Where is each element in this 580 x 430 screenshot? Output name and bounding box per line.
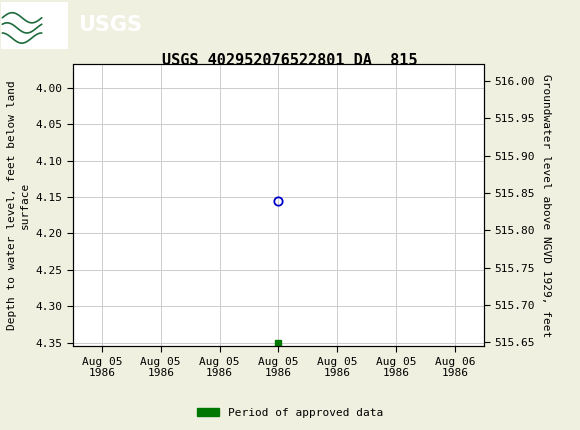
Text: USGS 402952076522801 DA  815: USGS 402952076522801 DA 815 bbox=[162, 53, 418, 68]
Text: USGS: USGS bbox=[78, 15, 142, 35]
Bar bbox=[1, 2, 68, 49]
Y-axis label: Depth to water level, feet below land
surface: Depth to water level, feet below land su… bbox=[7, 80, 30, 330]
Y-axis label: Groundwater level above NGVD 1929, feet: Groundwater level above NGVD 1929, feet bbox=[541, 74, 551, 337]
Legend: Period of approved data: Period of approved data bbox=[193, 403, 387, 422]
